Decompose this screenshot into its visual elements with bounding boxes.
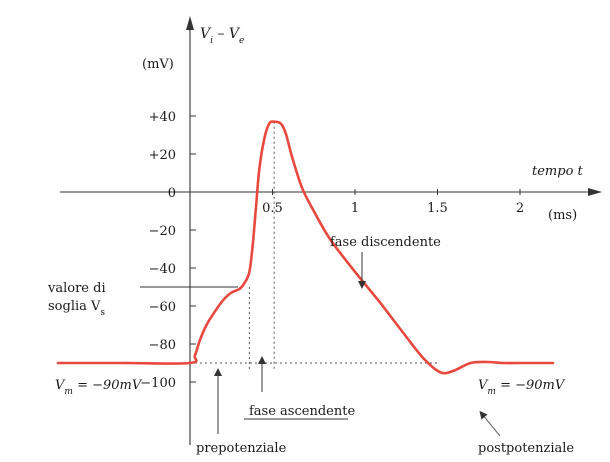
x-tick-label: 1	[351, 201, 359, 216]
y-axis-unit: (mV)	[142, 57, 174, 72]
y-axis-arrow-icon	[186, 16, 194, 30]
threshold-label-line1: valore di	[47, 281, 106, 296]
action-potential-curve	[56, 120, 555, 375]
y-axis-title: Vi – Ve	[200, 26, 244, 46]
threshold-label-line2: soglia Vs	[48, 299, 105, 318]
y-tick-label: −60	[149, 300, 176, 315]
y-tick-label: 0	[168, 186, 176, 201]
y-tick-label: −20	[149, 224, 176, 239]
postpotenziale-label: postpotenziale	[478, 441, 574, 456]
x-tick-label: 2	[516, 201, 524, 216]
x-tick-label: 1.5	[427, 201, 448, 216]
fase-discendente-label: fase discendente	[330, 235, 441, 250]
x-axis-title: tempo t	[532, 164, 584, 179]
resting-label-left: Vm = −90mV	[55, 378, 143, 397]
y-tick-label: +20	[149, 148, 176, 163]
postpotenziale-arrow	[479, 410, 501, 437]
y-tick-label: −80	[149, 338, 176, 353]
y-ticks: +40 +20 0 −20 −40 −60 −80 −100	[140, 110, 196, 391]
x-tick-label: 0.5	[262, 201, 283, 216]
y-tick-label: −40	[149, 262, 176, 277]
y-tick-label: −100	[140, 376, 176, 391]
resting-label-right: Vm = −90mV	[478, 378, 566, 397]
x-ticks: 0.5 1 1.5 2	[262, 189, 524, 216]
prepotenziale-label: prepotenziale	[196, 441, 287, 456]
x-axis-unit: (ms)	[548, 208, 577, 223]
y-tick-label: +40	[149, 110, 176, 125]
fase-ascendente-label: fase ascendente	[249, 404, 355, 419]
x-axis-arrow-icon	[588, 188, 602, 196]
